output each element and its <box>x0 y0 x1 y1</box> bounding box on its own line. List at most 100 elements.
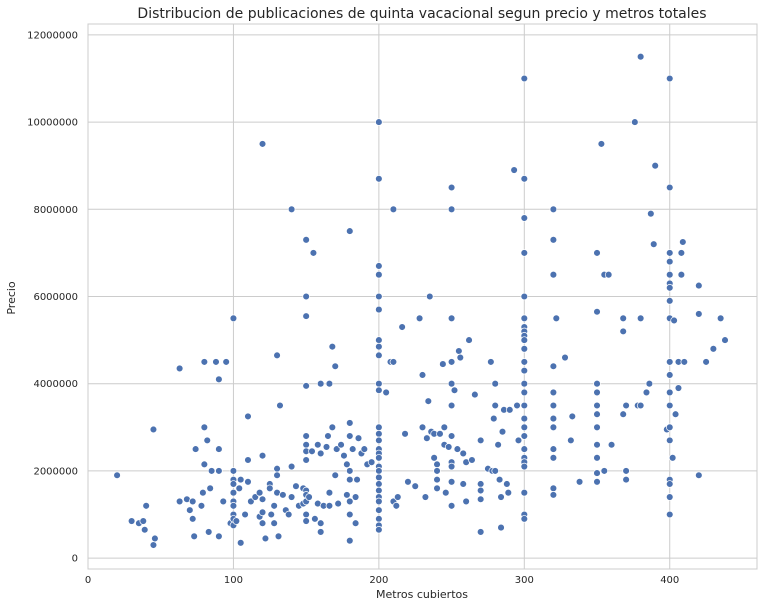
data-point <box>284 510 293 519</box>
data-point <box>447 183 456 192</box>
data-point <box>593 423 601 432</box>
data-point <box>491 467 499 475</box>
data-point <box>302 456 310 464</box>
data-point <box>647 209 655 218</box>
data-point <box>251 493 260 501</box>
data-point <box>702 358 710 366</box>
data-point <box>593 249 601 257</box>
data-point <box>302 510 310 519</box>
data-point <box>418 423 427 432</box>
data-point <box>680 358 689 366</box>
data-point <box>236 475 245 484</box>
y-tick-labels: 0 2000000 4000000 6000000 8000000 10000000 120… <box>27 30 78 564</box>
data-point <box>229 502 238 510</box>
data-point <box>232 517 241 525</box>
data-point <box>631 118 639 126</box>
data-point <box>549 445 558 453</box>
data-point <box>520 432 529 440</box>
data-point <box>426 292 434 301</box>
data-point <box>258 519 267 527</box>
data-point <box>520 175 529 183</box>
data-point <box>229 488 238 497</box>
data-point <box>222 358 230 366</box>
data-point <box>375 336 383 344</box>
data-point <box>375 270 383 279</box>
data-point <box>113 471 121 480</box>
data-point <box>292 482 300 490</box>
data-point <box>375 454 383 462</box>
data-point <box>302 292 310 301</box>
y-tick-label: 2000000 <box>33 466 78 477</box>
data-point <box>188 497 197 506</box>
data-point <box>311 515 319 523</box>
data-point <box>200 358 209 366</box>
data-point <box>219 497 228 506</box>
data-point <box>316 449 325 458</box>
data-point <box>456 353 465 362</box>
chart-title: Distribucion de publicaciones de quinta … <box>137 6 706 22</box>
data-point <box>258 140 267 148</box>
data-point <box>549 270 558 279</box>
data-point <box>513 401 521 410</box>
data-point <box>721 336 729 344</box>
y-tick-label: 12000000 <box>27 30 78 41</box>
data-point <box>593 401 601 410</box>
data-point <box>316 528 325 536</box>
data-point <box>375 351 383 360</box>
data-point <box>440 423 449 432</box>
data-point <box>423 434 431 442</box>
data-point <box>665 284 674 292</box>
data-point <box>476 480 485 488</box>
data-point <box>447 379 456 388</box>
data-point <box>549 205 558 214</box>
data-point <box>309 249 318 257</box>
data-point <box>258 495 267 503</box>
data-point <box>593 410 601 418</box>
data-point <box>328 423 337 432</box>
data-point <box>665 493 674 501</box>
data-point <box>679 238 687 246</box>
y-axis-label: Precio <box>5 281 18 315</box>
data-point <box>375 292 383 301</box>
data-point <box>520 336 529 344</box>
data-point <box>127 517 136 525</box>
data-point <box>619 314 627 323</box>
data-point <box>401 430 409 438</box>
data-point <box>495 475 504 484</box>
data-point <box>351 493 360 501</box>
data-point <box>322 443 331 451</box>
data-points <box>113 52 729 549</box>
data-point <box>433 484 441 493</box>
data-point <box>258 451 267 460</box>
data-point <box>229 480 238 488</box>
x-tick-label: 300 <box>515 575 534 586</box>
data-point <box>636 52 645 61</box>
data-point <box>561 353 569 362</box>
data-point <box>494 440 502 449</box>
data-point <box>343 460 351 469</box>
x-tick-label: 400 <box>660 575 679 586</box>
x-tick-label: 100 <box>224 575 243 586</box>
data-point <box>433 475 441 484</box>
data-point <box>520 423 529 432</box>
data-point <box>520 74 529 83</box>
data-point <box>302 432 310 440</box>
data-point <box>325 502 334 510</box>
data-point <box>665 358 674 366</box>
data-point <box>520 292 529 301</box>
data-point <box>287 462 296 471</box>
data-point <box>520 345 529 353</box>
data-point <box>375 262 383 270</box>
data-point <box>567 436 575 445</box>
data-point <box>575 478 584 486</box>
data-point <box>191 445 200 453</box>
data-point <box>241 510 249 519</box>
data-point <box>346 227 354 235</box>
x-tick-label: 0 <box>85 575 91 586</box>
data-point <box>229 467 238 475</box>
data-point <box>325 379 334 388</box>
y-tick-label: 4000000 <box>33 379 78 390</box>
data-point <box>504 488 513 497</box>
data-point <box>346 419 354 427</box>
data-point <box>677 270 686 279</box>
